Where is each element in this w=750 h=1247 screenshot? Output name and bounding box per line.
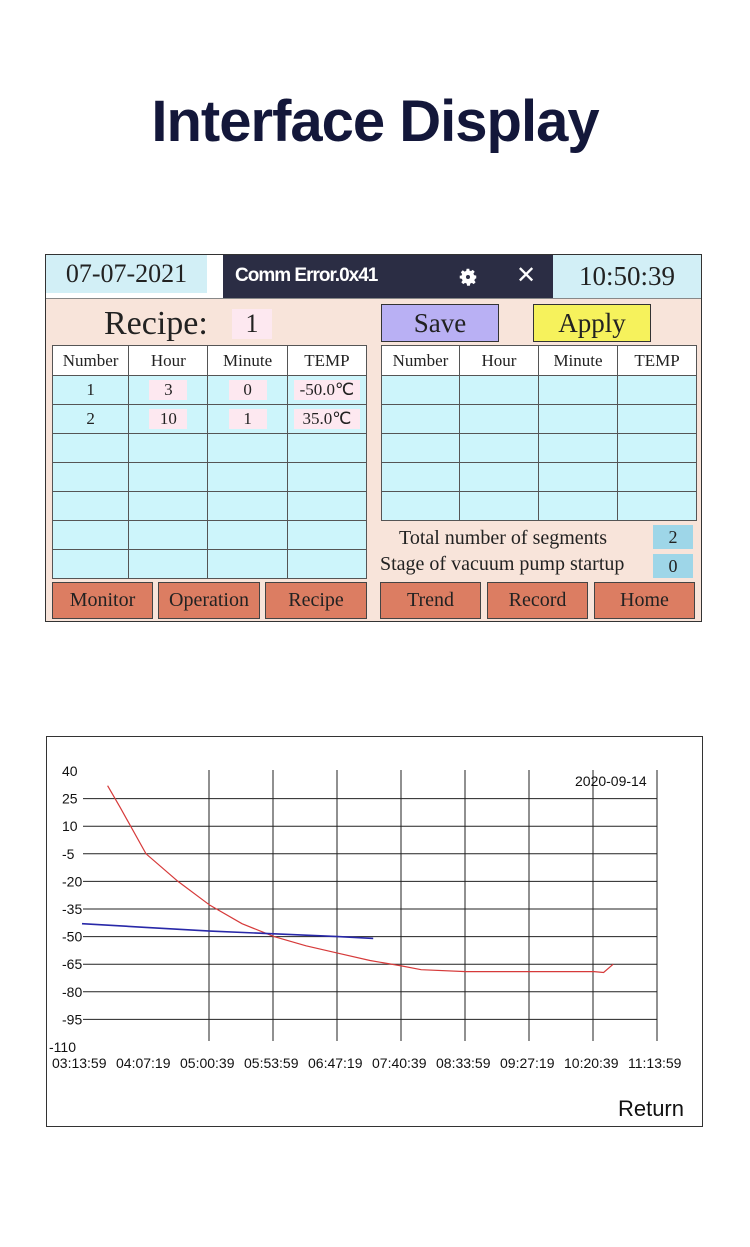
trend-panel: 40 25 10 -5 -20 -35 -50 -65 -80 -95 -110 03:13:59 04… (46, 736, 703, 1127)
time-display: 10:50:39 (553, 255, 701, 298)
segment-number: 2 (51, 404, 130, 434)
table-row (51, 433, 368, 463)
home-button[interactable]: Home (594, 582, 695, 619)
gear-icon[interactable] (457, 266, 479, 288)
y-tick-label: -20 (62, 873, 82, 889)
x-tick-label: 11:13:59 (628, 1055, 682, 1071)
temp-input[interactable]: 35.0℃ (293, 409, 360, 429)
record-button[interactable]: Record (487, 582, 588, 619)
column-header: Minute (538, 345, 618, 376)
hour-input[interactable]: 10 (149, 409, 188, 429)
segment-number: 1 (51, 375, 130, 405)
operation-button[interactable]: Operation (158, 582, 260, 619)
recipe-button[interactable]: Recipe (265, 582, 367, 619)
column-header: Number (381, 345, 460, 376)
table-row (51, 491, 368, 521)
x-tick-label: 06:47:19 (308, 1055, 363, 1071)
recipe-number-input[interactable]: 1 (232, 309, 272, 339)
table-row (381, 404, 697, 434)
y-tick-label: 10 (62, 818, 78, 834)
y-tick-label: -65 (62, 956, 82, 972)
table-row: 1 3 0 -50.0℃ (51, 375, 368, 405)
error-message: Comm Error.0x41 (235, 265, 378, 286)
x-tick-label: 03:13:59 (52, 1055, 107, 1071)
table-row (381, 491, 697, 521)
y-tick-label: 25 (62, 791, 78, 807)
y-tick-label: -5 (62, 846, 75, 862)
minute-input[interactable]: 0 (228, 380, 267, 400)
x-tick-label: 08:33:59 (436, 1055, 491, 1071)
column-header: Minute (207, 345, 288, 376)
column-header: Hour (459, 345, 539, 376)
pump-startup-label: Stage of vacuum pump startup (380, 553, 625, 575)
table-row: 2 10 1 35.0℃ (51, 404, 368, 434)
recipe-panel: 07-07-2021 Comm Error.0x41 ✕ 10:50:39 Re… (45, 254, 702, 622)
page-title: Interface Display (151, 89, 599, 154)
table-row (381, 375, 697, 405)
x-tick-label: 05:00:39 (180, 1055, 235, 1071)
status-bar: 07-07-2021 Comm Error.0x41 ✕ 10:50:39 (46, 255, 701, 299)
hour-input[interactable]: 3 (149, 380, 188, 400)
y-tick-label: -80 (62, 984, 82, 1000)
column-header: Hour (128, 345, 209, 376)
x-tick-label: 07:40:39 (372, 1055, 427, 1071)
save-button[interactable]: Save (381, 304, 499, 342)
column-header: TEMP (286, 345, 368, 376)
x-tick-label: 05:53:59 (244, 1055, 299, 1071)
column-header: TEMP (617, 345, 697, 376)
table-row (51, 520, 368, 550)
column-header: Number (51, 345, 130, 376)
y-tick-label: -35 (62, 901, 82, 917)
close-icon[interactable]: ✕ (516, 261, 537, 289)
table-row (381, 462, 697, 492)
return-button[interactable]: Return (617, 1096, 684, 1121)
apply-button[interactable]: Apply (533, 304, 651, 342)
temp-input[interactable]: -50.0℃ (293, 380, 361, 400)
y-tick-label: -110 (49, 1039, 76, 1055)
pump-startup-value[interactable]: 0 (653, 554, 693, 578)
x-tick-label: 09:27:19 (500, 1055, 555, 1071)
blue-series-line (81, 922, 374, 940)
monitor-button[interactable]: Monitor (52, 582, 153, 619)
error-bar: Comm Error.0x41 ✕ (223, 255, 553, 298)
table-header-row: Number Hour Minute TEMP (381, 345, 697, 376)
x-tick-label: 04:07:19 (116, 1055, 171, 1071)
chart-date-label: 2020-09-14 (575, 773, 647, 789)
table-header-row: Number Hour Minute TEMP (51, 345, 368, 376)
recipe-label: Recipe: (104, 305, 208, 342)
trend-button[interactable]: Trend (380, 582, 481, 619)
table-row (51, 462, 368, 492)
second-segment-table: Number Hour Minute TEMP (381, 345, 697, 521)
minute-input[interactable]: 1 (228, 409, 267, 429)
x-tick-label: 10:20:39 (564, 1055, 619, 1071)
table-row (381, 433, 697, 463)
table-row (51, 549, 368, 579)
recipe-segment-table: Number Hour Minute TEMP 1 3 0 -50.0℃ 2 1… (51, 345, 368, 579)
red-series-line (107, 785, 614, 974)
y-tick-label: -50 (62, 929, 82, 945)
segments-label: Total number of segments (399, 527, 607, 549)
y-tick-label: 40 (62, 763, 78, 779)
date-display: 07-07-2021 (46, 255, 207, 293)
segments-value[interactable]: 2 (653, 525, 693, 549)
y-tick-label: -95 (62, 1011, 82, 1027)
